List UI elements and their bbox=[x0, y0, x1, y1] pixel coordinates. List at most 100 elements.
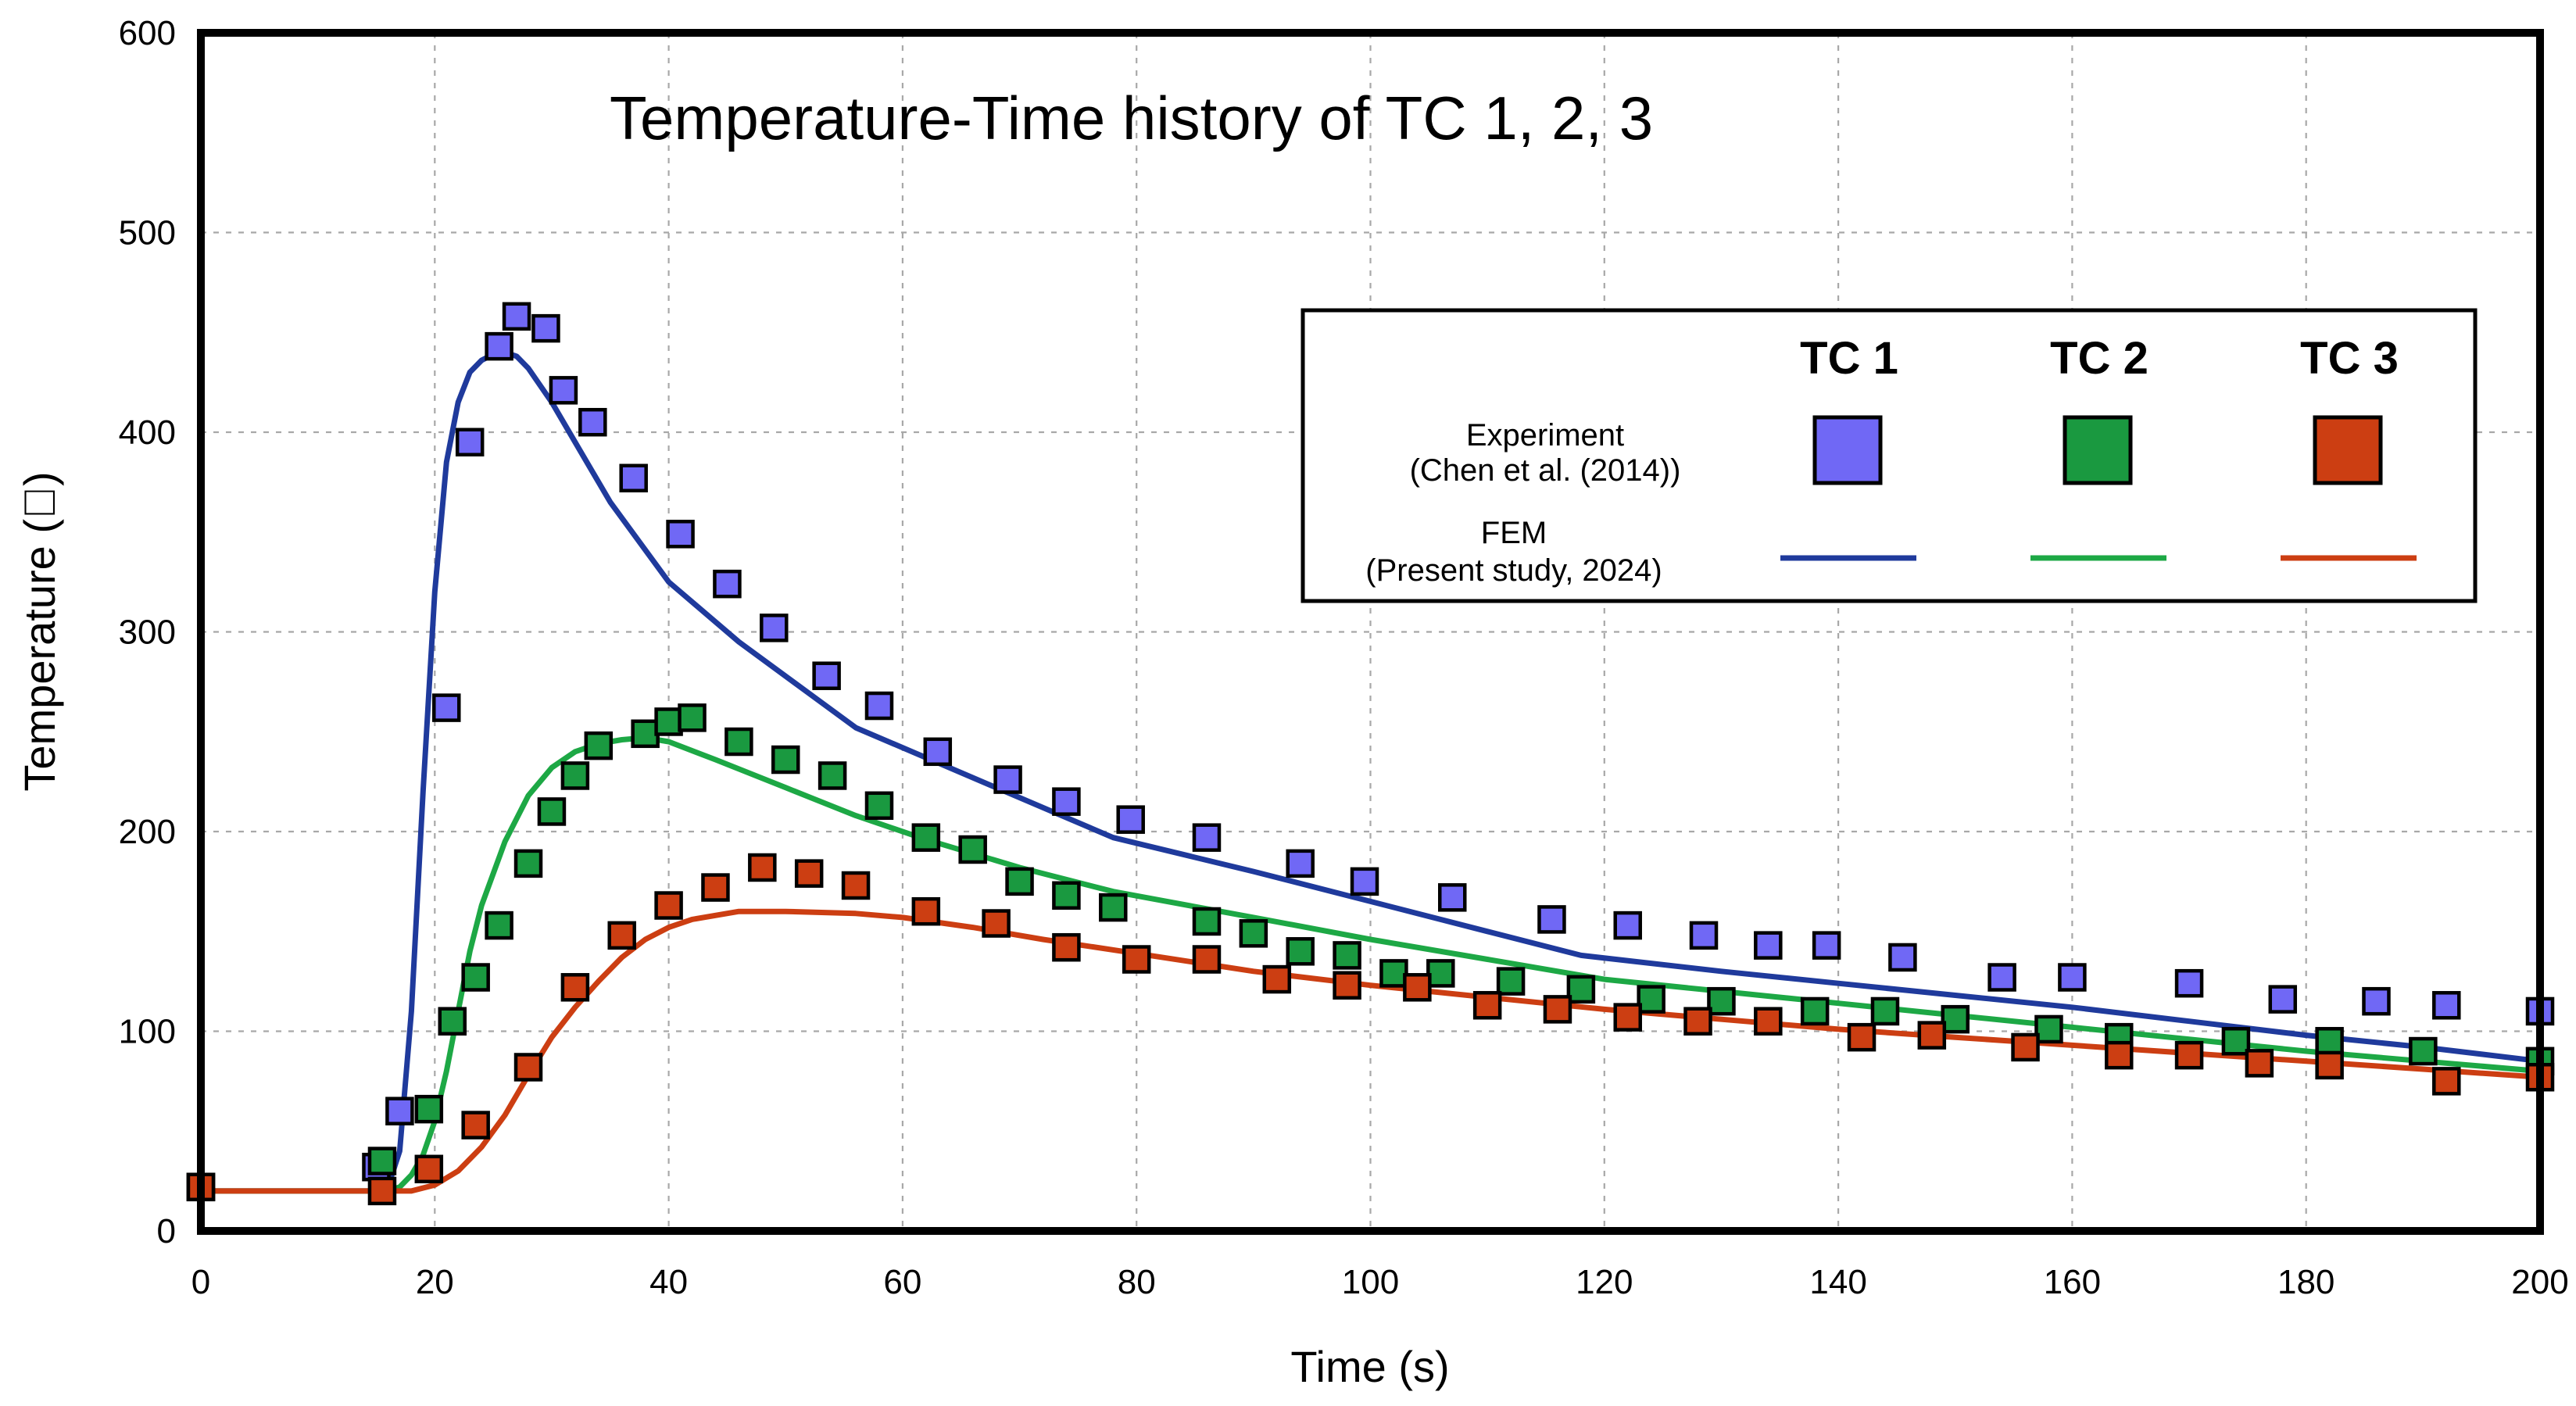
tc-2-experiment-point bbox=[1637, 985, 1665, 1014]
tc-1-experiment-point bbox=[1052, 787, 1081, 816]
tc-2-experiment-point bbox=[1426, 959, 1455, 988]
tc-1-fem-line bbox=[198, 349, 2543, 1194]
tc-1-experiment-point bbox=[2362, 986, 2391, 1016]
tc-1-experiment-point bbox=[1537, 905, 1566, 934]
tc-2-experiment-point bbox=[678, 703, 707, 732]
tc-2-fem-line bbox=[198, 735, 2543, 1194]
tc-1-experiment-point bbox=[485, 331, 513, 361]
legend: TC 1 TC 2 TC 3 Experiment (Chen et al. (… bbox=[1301, 308, 2478, 603]
tc-2-experiment-point bbox=[513, 849, 543, 878]
tc-1-experiment-point bbox=[2432, 991, 2461, 1020]
tc-2-experiment-point bbox=[485, 911, 513, 940]
axis-tick-labels: 0 20 40 60 80 100 120 140 160 180 200 0 100 200 300 400… bbox=[119, 14, 2569, 1301]
tc-1-experiment-point bbox=[1116, 805, 1145, 834]
tc-3-experiment-point bbox=[794, 859, 824, 888]
tc-3-experiment-point bbox=[2105, 1040, 2134, 1070]
tc-3-experiment-point bbox=[1192, 945, 1222, 974]
tc-2-experiment-point bbox=[771, 745, 800, 775]
x-tick-label-160: 160 bbox=[2044, 1263, 2101, 1301]
tc-3-experiment-point bbox=[701, 873, 730, 902]
tc-1-experiment-point bbox=[713, 569, 742, 599]
tc-1-experiment-point bbox=[2174, 968, 2204, 998]
legend-experiment-label: Experiment bbox=[1466, 418, 1624, 453]
y-tick-label-600: 600 bbox=[119, 14, 176, 52]
tc-2-experiment-point bbox=[958, 835, 987, 864]
tc-1-experiment-point bbox=[1613, 911, 1642, 940]
tc-3-experiment-point bbox=[414, 1154, 444, 1184]
tc-3-experiment-point bbox=[1122, 945, 1151, 974]
tc-1-experiment-point bbox=[455, 428, 485, 457]
tc-1-experiment-point bbox=[502, 302, 531, 331]
y-tick-label-0: 0 bbox=[157, 1212, 176, 1250]
x-tick-label-180: 180 bbox=[2277, 1263, 2334, 1301]
tc-3-experiment-point bbox=[461, 1111, 490, 1139]
tc-1-experiment-point bbox=[993, 765, 1022, 794]
tc-3-experiment-point bbox=[1754, 1007, 1783, 1036]
tc-2-experiment-point bbox=[584, 731, 614, 760]
tc-1-experiment-point bbox=[1350, 867, 1379, 896]
legend-header-tc3: TC 3 bbox=[2300, 333, 2399, 384]
tc-1-experiment-point bbox=[760, 614, 789, 642]
tc-1-experiment-point bbox=[1438, 883, 1467, 912]
tc-2-experiment-point bbox=[2034, 1014, 2063, 1044]
tc-2-experiment-point bbox=[1192, 907, 1222, 936]
tc-2-experiment-point bbox=[1286, 937, 1315, 966]
tc-2-experiment-point bbox=[1005, 867, 1034, 896]
tc-3-experiment-point bbox=[2011, 1032, 2040, 1062]
legend-tc3-experiment-marker bbox=[2313, 415, 2383, 485]
tc-3-experiment-point bbox=[982, 909, 1011, 938]
tc-1-experiment-point bbox=[923, 737, 953, 767]
x-tick-label-100: 100 bbox=[1342, 1263, 1399, 1301]
tc-1-experiment-point bbox=[1987, 963, 2016, 992]
tc-3-experiment-point bbox=[2315, 1050, 2344, 1080]
tc-2-experiment-point bbox=[1239, 919, 1268, 948]
tc-3-experiment-point bbox=[1613, 1003, 1642, 1032]
tc-2-experiment-point bbox=[560, 761, 590, 790]
legend-header-tc1: TC 1 bbox=[1800, 333, 1898, 384]
tc-3-experiment-point bbox=[841, 871, 871, 900]
tc-2-experiment-point bbox=[537, 797, 567, 826]
tc-2-experiment-point bbox=[724, 727, 753, 757]
tc-3-experiment-point bbox=[1917, 1021, 1947, 1050]
tc-3-fem-line bbox=[198, 908, 2543, 1194]
tc-3-experiment-point bbox=[1847, 1022, 1877, 1052]
legend-box bbox=[1301, 308, 2478, 603]
tc-1-experiment-point bbox=[578, 407, 607, 437]
y-tick-label-100: 100 bbox=[119, 1013, 176, 1051]
legend-fem-source: (Present study, 2024) bbox=[1365, 553, 1662, 588]
tc-2-experiment-point bbox=[864, 791, 894, 821]
tc-2-experiment-point bbox=[911, 823, 941, 852]
plot-frame bbox=[197, 29, 2544, 1235]
legend-tc2-experiment-marker bbox=[2063, 415, 2133, 485]
y-axis-title: Temperature ( ) bbox=[15, 471, 64, 791]
tc-1-experiment-point bbox=[1888, 943, 1917, 972]
tc-3-experiment-point bbox=[560, 973, 590, 1002]
tc-1-experiment-point bbox=[2058, 963, 2087, 992]
tc-2-experiment-point bbox=[1333, 941, 1361, 970]
tc-2-experiment-point bbox=[461, 963, 490, 992]
tc-1-experiment-point bbox=[864, 691, 894, 721]
tc-3-experiment-point bbox=[1683, 1007, 1712, 1036]
tc-3-experiment-point bbox=[1472, 991, 1502, 1020]
tc-1-experiment-point bbox=[1812, 931, 1841, 960]
tc-3-experiment-point bbox=[1543, 995, 1572, 1024]
tc-2-experiment-point bbox=[438, 1007, 467, 1036]
tc-1-experiment-point bbox=[1754, 931, 1783, 960]
legend-header-tc2: TC 2 bbox=[2050, 333, 2148, 384]
x-tick-label-0: 0 bbox=[191, 1263, 210, 1301]
tc-2-experiment-point bbox=[1800, 996, 1830, 1026]
tc-2-experiment-point bbox=[1941, 1004, 1970, 1034]
tc-3-experiment-point bbox=[367, 1176, 397, 1206]
chart-title: Temperature-Time history of TC 1, 2, 3 bbox=[610, 84, 1653, 152]
tc-3-experiment-point bbox=[1052, 932, 1081, 962]
tc-3-experiment-point bbox=[1403, 973, 1432, 1002]
experiment-series-markers bbox=[186, 302, 2555, 1206]
x-tick-label-60: 60 bbox=[883, 1263, 921, 1301]
legend-experiment-source: (Chen et al. (2014)) bbox=[1410, 453, 1681, 488]
tc-1-experiment-point bbox=[385, 1097, 414, 1125]
tc-3-experiment-point bbox=[748, 853, 777, 882]
tc-3-experiment-point bbox=[1262, 964, 1292, 994]
tc-1-experiment-point bbox=[1689, 921, 1719, 950]
y-tick-label-300: 300 bbox=[119, 614, 176, 652]
